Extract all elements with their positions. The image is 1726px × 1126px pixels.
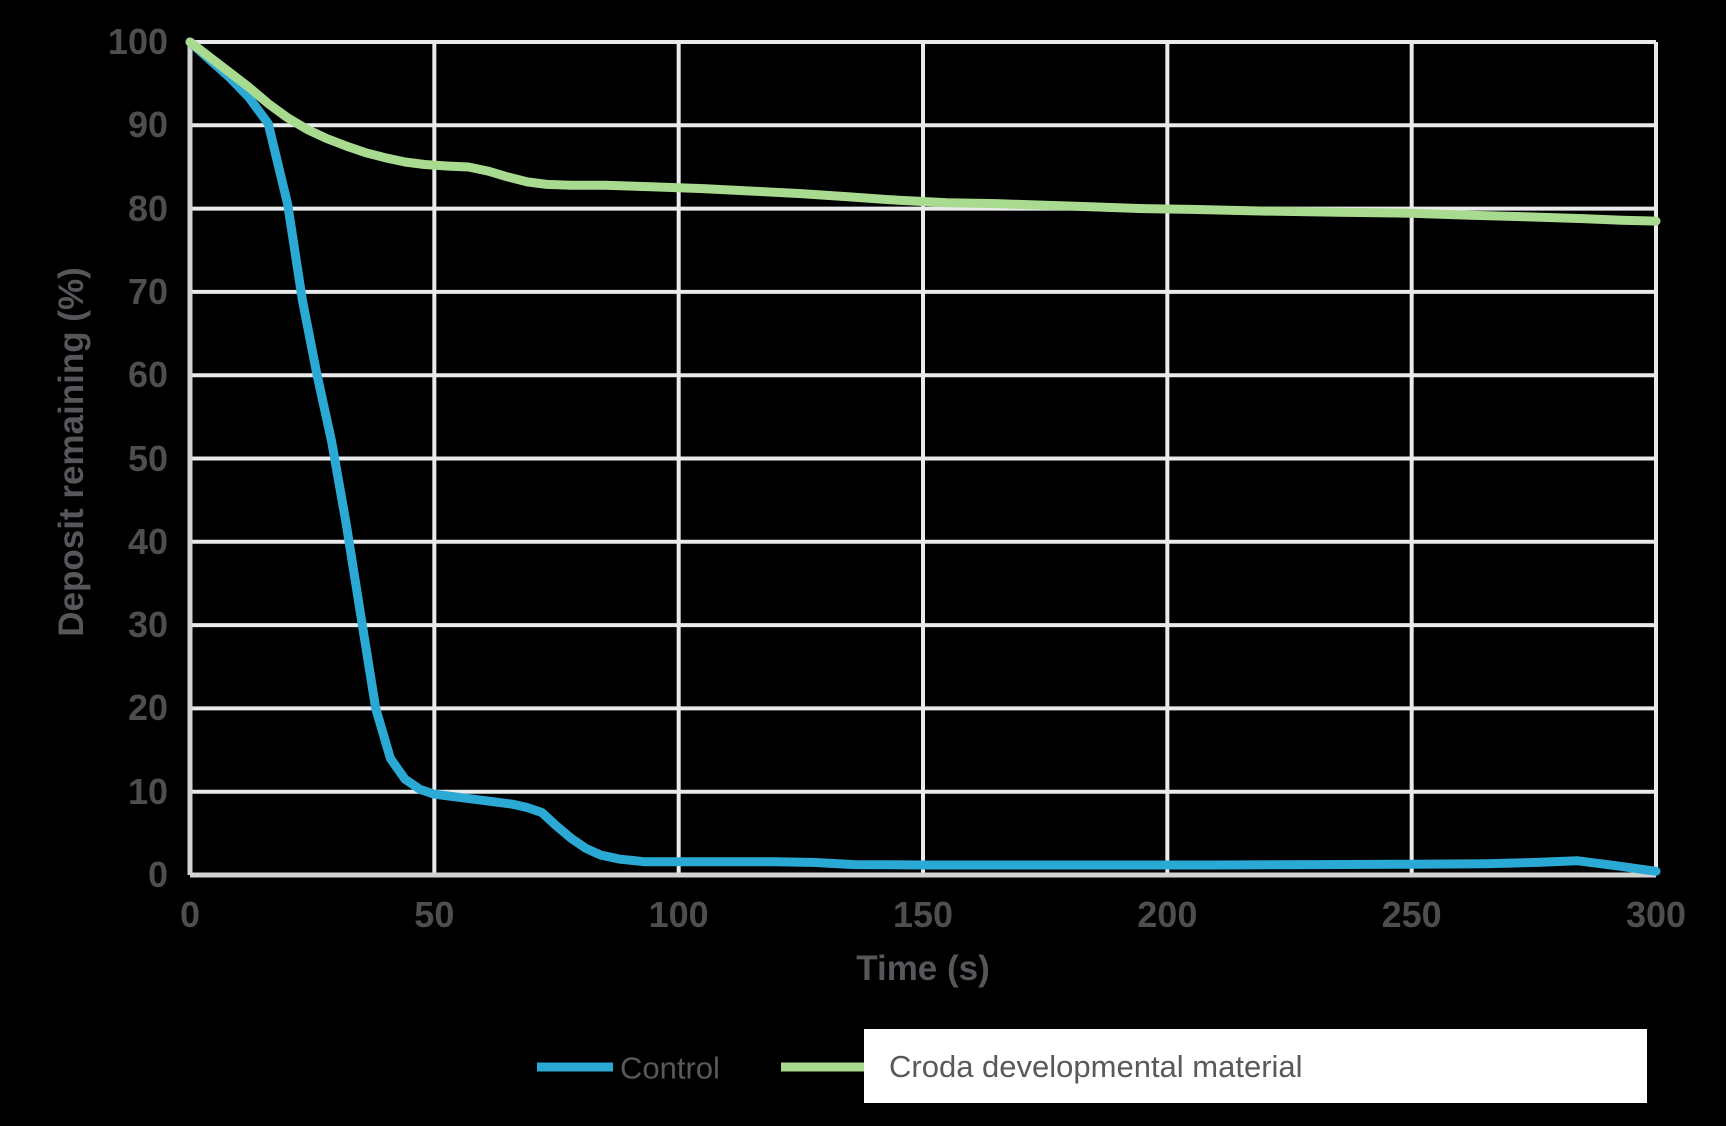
legend-label-control: Control <box>620 1050 720 1086</box>
legend-swatch-croda <box>781 1062 865 1072</box>
x-tick-label: 50 <box>414 894 455 935</box>
y-tick-label: 30 <box>127 604 168 646</box>
y-tick-label: 0 <box>147 854 168 895</box>
legend-highlight-box: Croda developmental material <box>864 1029 1647 1103</box>
croda-developmental-material-line <box>185 37 1661 226</box>
x-tick-label: 250 <box>1381 894 1442 935</box>
x-axis-title: Time (s) <box>856 949 990 988</box>
y-tick-label: 70 <box>127 270 168 312</box>
y-tick-label: 100 <box>107 21 168 62</box>
legend-label-croda: Croda developmental material <box>889 1048 1303 1084</box>
legend-swatch-control <box>537 1062 613 1072</box>
y-tick-label: 60 <box>127 354 168 396</box>
x-tick-label: 0 <box>179 894 201 935</box>
x-tick-label: 150 <box>892 894 954 935</box>
y-tick-label: 20 <box>127 687 168 729</box>
control-line <box>185 37 1661 876</box>
y-tick-label: 40 <box>127 520 168 562</box>
y-tick-label: 90 <box>127 104 168 146</box>
y-axis-title: Deposit remaining (%) <box>52 267 91 637</box>
x-tick-label: 300 <box>1625 894 1687 935</box>
y-tick-label: 10 <box>127 770 168 812</box>
x-tick-label: 200 <box>1137 894 1198 935</box>
x-tick-label: 100 <box>648 894 709 935</box>
y-tick-label: 50 <box>127 437 168 479</box>
y-tick-label: 80 <box>127 187 168 229</box>
